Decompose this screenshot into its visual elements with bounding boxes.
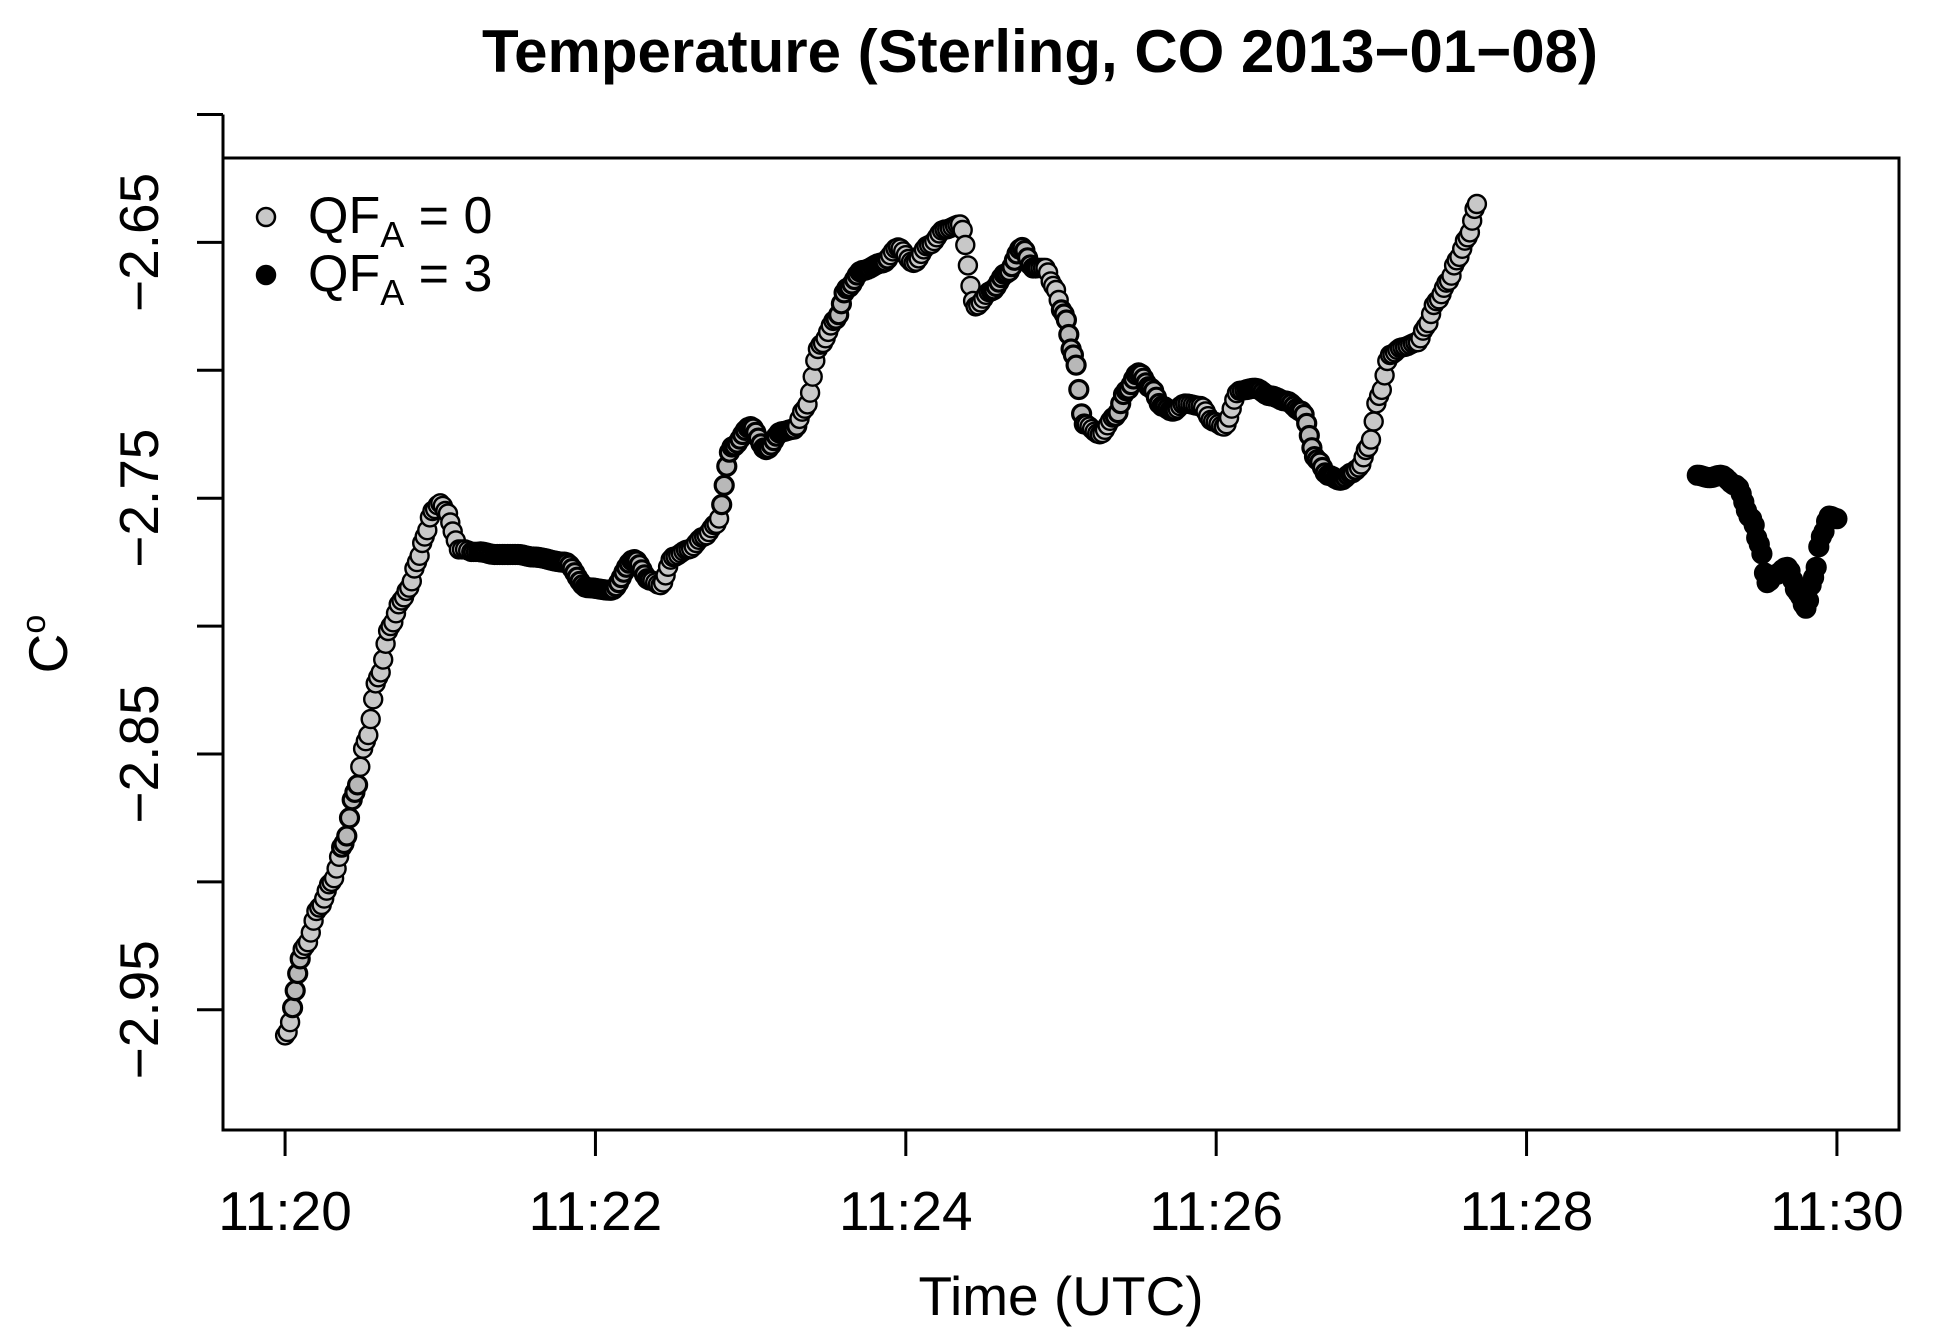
x-tick-label: 11:30	[1770, 1180, 1904, 1242]
x-tick-label: 11:26	[1149, 1180, 1283, 1242]
y-axis: −2.95 −2.85 −2.75 −2.65	[108, 113, 225, 1079]
data-point-qfa-0	[1466, 193, 1488, 215]
data-point-qfa-3	[1805, 556, 1827, 578]
legend-marker-qfa-0	[255, 206, 277, 228]
y-tick-label: −2.85	[108, 684, 170, 823]
x-tick-label: 11:28	[1460, 1180, 1594, 1242]
data-point-qfa-0	[1360, 429, 1382, 450]
data-point-qfa-3	[1751, 543, 1773, 565]
legend-entry-qfa-3: QFA = 3	[255, 245, 492, 313]
data-point-qfa-0	[955, 234, 976, 256]
x-tick-label: 11:22	[529, 1180, 663, 1242]
y-tick-label: −2.75	[108, 429, 170, 568]
x-tick-label: 11:20	[218, 1180, 352, 1242]
legend: QFA = 0 QFA = 3	[255, 187, 492, 313]
data-point-qfa-0	[957, 255, 979, 276]
svg-text:Co: Co	[15, 615, 79, 674]
chart-title: Temperature (Sterling, CO 2013−01−08)	[482, 18, 1598, 85]
data-point-qfa-0	[711, 494, 733, 516]
data-point-qfa-0	[1363, 411, 1384, 432]
legend-entry-qfa-0: QFA = 0	[255, 187, 492, 255]
legend-label-qfa-3: QFA = 3	[308, 245, 492, 313]
x-axis: 11:20 11:22 11:24 11:26 11:28 11:30	[218, 1128, 1904, 1242]
legend-label-qfa-0: QFA = 0	[308, 187, 492, 255]
y-tick-label: −2.65	[108, 173, 170, 312]
data-point-qfa-0	[338, 807, 361, 829]
data-point-qfa-0	[713, 474, 735, 496]
x-tick-label: 11:24	[839, 1180, 973, 1242]
data-point-qfa-3	[1826, 508, 1848, 530]
data-point-qfa-0	[284, 979, 306, 1002]
data-point-qfa-0	[336, 825, 358, 847]
y-axis-label-main: C	[17, 634, 79, 674]
data-points	[274, 193, 1848, 1046]
y-axis-label-superscript: o	[15, 615, 53, 634]
y-axis-label: Co	[15, 615, 79, 674]
x-axis-label: Time (UTC)	[918, 1265, 1203, 1327]
data-point-qfa-0	[347, 774, 369, 796]
y-tick-label: −2.95	[108, 940, 170, 1079]
data-point-qfa-0	[1068, 378, 1090, 401]
legend-marker-qfa-3	[255, 264, 277, 286]
data-point-qfa-0	[282, 997, 304, 1019]
data-point-qfa-0	[350, 756, 371, 777]
data-point-qfa-0	[360, 708, 381, 730]
data-point-qfa-0	[1065, 354, 1087, 376]
